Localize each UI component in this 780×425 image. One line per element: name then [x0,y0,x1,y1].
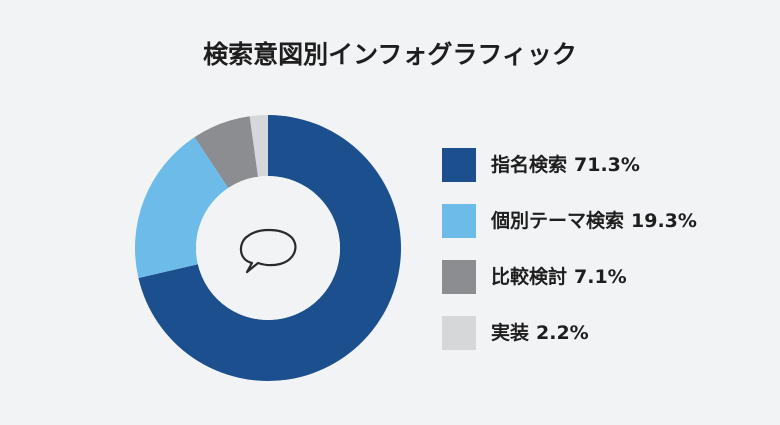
chart-title: 検索意図別インフォグラフィック [203,40,577,69]
donut-hole [196,176,340,320]
legend-entry: 指名検索 71.3% [491,153,640,176]
legend: 指名検索 71.3% 個別テーマ検索 19.3% 比較検討 7.1% 実装 2.2% [442,148,697,350]
legend-value: 71.3% [574,154,640,176]
donut [135,115,402,381]
legend-entry: 個別テーマ検索 19.3% [490,209,697,232]
donut-segment [249,115,268,177]
donut-segment [138,115,402,381]
legend-value: 19.3% [631,210,697,232]
legend-entry: 実装 2.2% [491,321,589,344]
speech-bubble-icon [239,228,297,274]
legend-entry: 比較検討 7.1% [491,265,627,288]
legend-label: 個別テーマ検索 [490,209,624,232]
legend-swatch [442,260,476,294]
legend-value: 2.2% [536,322,589,344]
legend-swatch [442,148,476,182]
legend-label: 指名検索 [491,153,567,176]
legend-label: 実装 [491,321,529,344]
legend-label: 比較検討 [491,265,567,288]
legend-swatch [442,204,476,238]
donut-segment [135,137,229,279]
donut-segment [194,116,259,188]
legend-swatch [442,316,476,350]
legend-value: 7.1% [574,266,627,288]
